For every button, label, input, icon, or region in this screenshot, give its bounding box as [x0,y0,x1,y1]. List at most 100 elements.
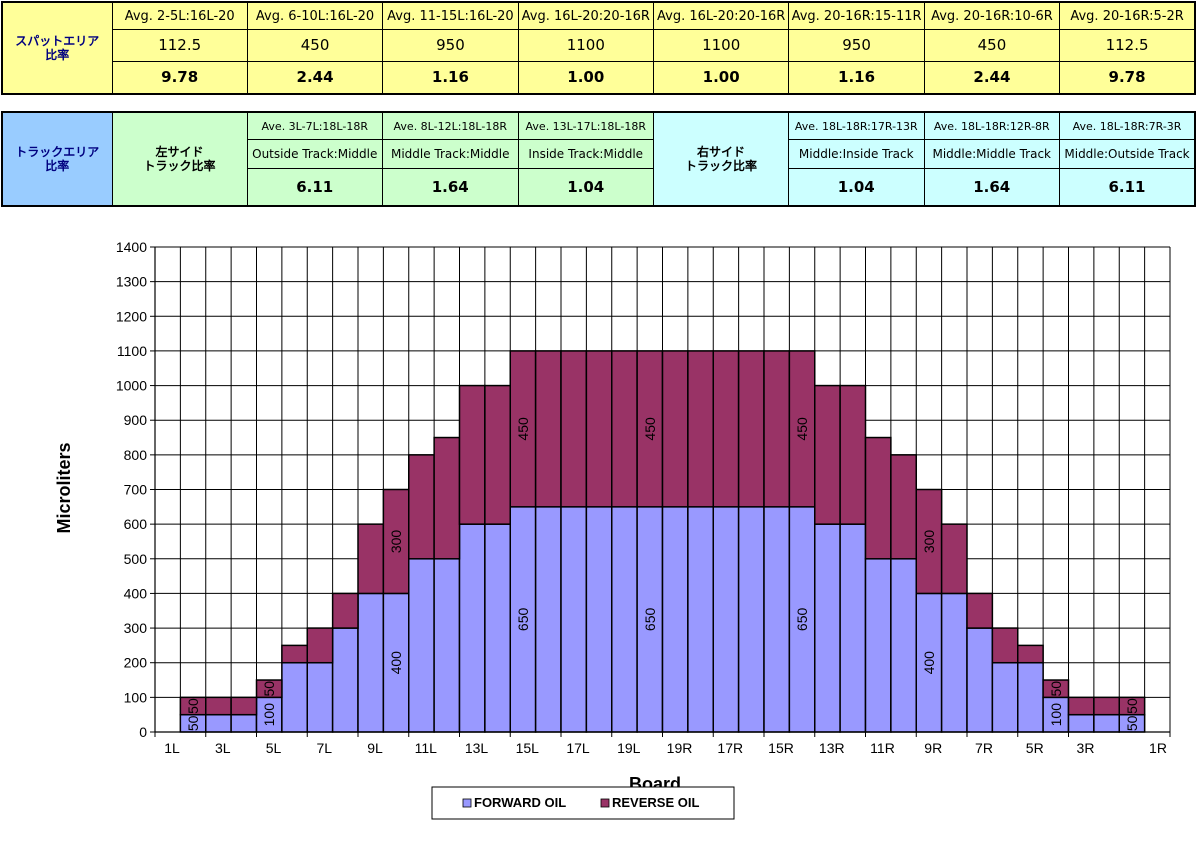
spot-col-6: Avg. 20-16R:10-6R [923,1,1061,31]
right-desc-0: Middle:Inside Track [788,139,925,170]
y-tick-label: 1100 [117,343,147,359]
y-tick-label: 900 [124,412,148,428]
data-label: 50 [185,698,201,714]
reverse-oil-bar [661,350,689,508]
spot-col-1: Avg. 6-10L:16L-20 [246,1,384,31]
spot-ratio-5: 1.16 [788,60,925,95]
reverse-oil-bar [509,350,537,508]
spot-col-5: Avg. 20-16R:15-11R [788,1,925,31]
left-side-label-text: 左サイド トラック比率 [143,145,216,173]
data-label: 450 [642,417,658,441]
forward-oil-bar [484,523,511,733]
forward-oil-bar [1017,661,1044,733]
reverse-oil-bar [966,592,994,629]
spot-volume-7: 112.5 [1059,29,1196,62]
track-area-ratio-table: トラックエリア 比率 左サイド トラック比率 Ave. 3L-7L:18L-18… [1,111,1196,207]
left-range-2: Ave. 13L-17L:18L-18R [517,111,654,141]
data-label: 50 [1124,698,1140,714]
x-tick-label: 13L [465,740,489,756]
y-tick-label: 200 [124,655,148,671]
x-tick-label: 13R [819,740,845,756]
x-tick-label: 7L [316,740,332,756]
forward-oil-bar [940,592,968,733]
forward-oil-bar [890,558,917,733]
legend-box [431,786,735,820]
reverse-oil-bar [585,350,613,508]
y-tick-label: 1400 [116,239,147,255]
data-label: 50 [1124,715,1140,731]
forward-oil-bar [788,506,816,733]
y-axis-title: Microliters [54,442,74,533]
spot-ratio-0: 9.78 [111,60,248,95]
data-label: 650 [515,608,531,632]
reverse-oil-bar [534,350,562,508]
x-tick-label: 17L [566,740,590,756]
spot-ratio-1: 2.44 [246,60,384,95]
reverse-oil-bar [1093,696,1120,716]
forward-oil-bar [661,506,689,733]
legend-label-reverse: REVERSE OIL [612,795,699,810]
x-tick-label: 3L [215,740,231,756]
reverse-oil-bar [382,488,410,595]
y-tick-label: 400 [124,585,148,601]
reverse-oil-bar [331,592,359,629]
spot-area-ratio-table: スパットエリア 比率 Avg. 2-5L:16L-20 Avg. 6-10L:1… [1,1,1196,95]
spot-volume-1: 450 [246,29,384,62]
data-label: 400 [921,651,937,675]
forward-oil-bar [306,661,334,733]
data-label: 300 [921,530,937,554]
reverse-oil-bar [763,350,791,508]
spot-volume-5: 950 [788,29,925,62]
forward-oil-bar [382,592,410,733]
spot-col-0: Avg. 2-5L:16L-20 [111,1,248,31]
spot-area-header: スパットエリア 比率 [1,1,113,95]
reverse-oil-bar [839,384,867,525]
legend: FORWARD OIL REVERSE OIL [431,786,735,820]
spot-area-header-text: スパットエリア 比率 [15,34,100,62]
reverse-oil-bar [1042,679,1070,699]
data-label: 450 [515,417,531,441]
reverse-oil-bar [230,696,258,716]
data-label: 50 [1048,681,1064,697]
spot-volume-2: 950 [382,29,519,62]
reverse-oil-bar [611,350,638,508]
reverse-oil-bar [255,679,283,699]
data-label: 650 [642,608,658,632]
y-tick-label: 500 [124,551,148,567]
x-tick-label: 1R [1149,740,1167,756]
reverse-oil-bar [687,350,714,508]
forward-oil-bar [814,523,841,733]
left-ratio-1: 1.64 [382,168,519,207]
forward-oil-bar [1067,713,1095,733]
left-desc-0: Outside Track:Middle [246,139,383,170]
reverse-oil-bar [814,384,841,525]
forward-oil-bar [864,558,892,733]
spot-volume-0: 112.5 [111,29,248,62]
left-ratio-0: 6.11 [246,168,383,207]
reverse-oil-bar [484,384,511,525]
forward-oil-bar [636,506,664,733]
reverse-oil-bar [1017,644,1044,664]
forward-oil-bar [712,506,740,733]
x-tick-label: 19R [667,740,693,756]
reverse-oil-bar [458,384,486,525]
reverse-oil-bar [1067,696,1095,716]
data-label: 400 [388,651,404,675]
data-label: 300 [388,530,404,554]
y-tick-label: 1300 [116,274,147,290]
x-tick-label: 5R [1026,740,1044,756]
spot-col-4: Avg. 16L-20:20-16R [652,1,790,31]
reverse-oil-bar [636,350,664,508]
x-tick-label: 19L [617,740,641,756]
forward-oil-bar [281,661,308,733]
spot-ratio-4: 1.00 [652,60,790,95]
reverse-oil-bar [712,350,740,508]
x-tick-label: 7R [975,740,993,756]
y-tick-label: 1200 [116,308,147,324]
reverse-oil-bar [560,350,588,508]
forward-oil-bar [560,506,588,733]
left-range-0: Ave. 3L-7L:18L-18R [246,111,383,141]
legend-label-forward: FORWARD OIL [474,795,566,810]
forward-oil-bar [687,506,714,733]
